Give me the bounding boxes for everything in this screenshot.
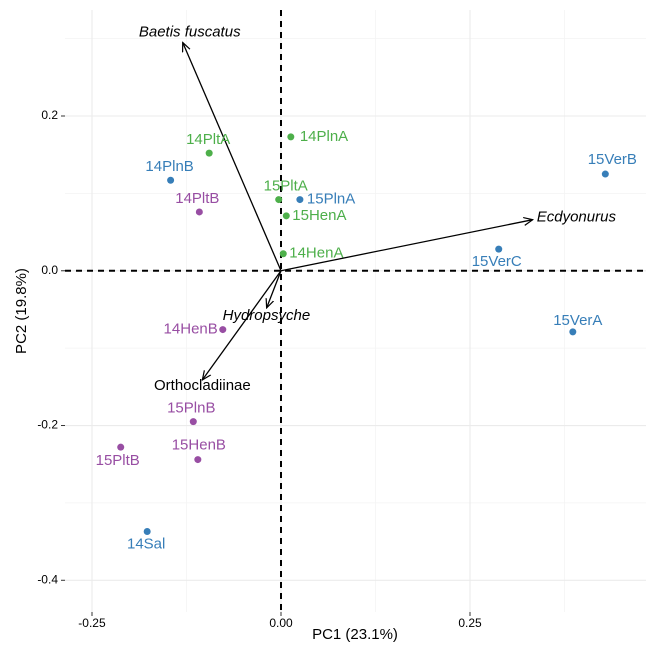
point [167, 176, 175, 184]
point-label: 15PltA [264, 178, 308, 195]
x-tick-label: 0.25 [458, 616, 482, 630]
point [279, 250, 287, 258]
point [296, 196, 304, 204]
point [287, 133, 295, 141]
y-tick-label: -0.4 [37, 572, 58, 586]
point [194, 456, 202, 464]
point [117, 443, 125, 451]
x-tick-label: -0.25 [78, 616, 106, 630]
loading-arrow [183, 42, 282, 272]
point-label: 15PlnB [167, 400, 215, 417]
point-label: 15VerC [472, 253, 522, 270]
y-tick-label: 0.2 [41, 108, 58, 122]
loading-label: Ecdyonurus [537, 209, 617, 226]
point [601, 170, 609, 178]
x-tick-label: 0.00 [269, 616, 293, 630]
point-label: 14HenB [164, 321, 218, 338]
point-label: 15VerA [553, 312, 602, 329]
point [143, 528, 151, 536]
point-label: 14PlnB [145, 158, 193, 175]
point-label: 15PlnA [307, 191, 355, 208]
y-axis-title: PC2 (19.8%) [13, 268, 30, 354]
y-tick-label: -0.2 [37, 418, 58, 432]
point-label: 14HenA [289, 245, 343, 262]
point-label: 14PltB [175, 190, 219, 207]
point [282, 212, 290, 220]
loading-arrow [280, 220, 533, 272]
point-label: 15PltB [96, 452, 140, 469]
point [495, 245, 503, 253]
point [205, 149, 213, 157]
point [195, 208, 203, 216]
point-label: 14Sal [127, 535, 165, 552]
point [569, 328, 577, 336]
point [219, 326, 227, 334]
point-label: 14PltA [186, 131, 230, 148]
point-label: 14PlnA [300, 128, 348, 145]
point [275, 196, 283, 204]
loading-arrow [202, 270, 282, 380]
point-label: 15HenB [172, 437, 226, 454]
loading-arrow [267, 270, 282, 308]
loading-label: Baetis fuscatus [139, 23, 241, 40]
point-label: 15VerB [588, 151, 637, 168]
y-tick-label: 0.0 [41, 263, 58, 277]
x-axis-title: PC1 (23.1%) [312, 626, 398, 643]
loading-label: Hydropsyche [223, 307, 311, 324]
loading-label: Orthocladiinae [154, 377, 251, 394]
point-label: 15HenA [292, 207, 346, 224]
point [189, 418, 197, 426]
